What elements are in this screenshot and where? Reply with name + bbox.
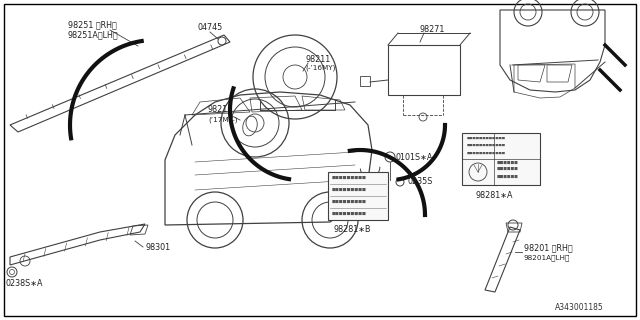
Text: ■■■■■■■■■■■■: ■■■■■■■■■■■■ (467, 136, 506, 140)
Text: ■■■■■■: ■■■■■■ (497, 167, 519, 171)
Text: 98281∗A: 98281∗A (476, 190, 513, 199)
Text: (-’16MY): (-’16MY) (305, 65, 335, 71)
Text: ■■■■■■■■■■■■: ■■■■■■■■■■■■ (467, 143, 506, 147)
Text: 98281∗B: 98281∗B (333, 226, 371, 235)
Text: 98301: 98301 (145, 243, 170, 252)
Text: ■■■■■■: ■■■■■■ (497, 175, 519, 179)
Text: ■■■■■■■■■■■■: ■■■■■■■■■■■■ (467, 151, 506, 155)
Text: 98271: 98271 (420, 26, 445, 35)
Text: 98251A〈LH〉: 98251A〈LH〉 (68, 30, 118, 39)
Polygon shape (328, 172, 388, 220)
Text: 98211: 98211 (208, 106, 233, 115)
Text: A343001185: A343001185 (555, 303, 604, 313)
Text: 0101S∗A: 0101S∗A (396, 153, 433, 162)
Text: ■■■■■■■■■: ■■■■■■■■■ (332, 200, 367, 204)
Polygon shape (462, 133, 540, 185)
Text: 0235S: 0235S (408, 178, 433, 187)
Text: ■■■■■■■■■: ■■■■■■■■■ (332, 188, 367, 192)
Text: 98201 〈RH〉: 98201 〈RH〉 (524, 244, 573, 252)
Text: ■■■■■■: ■■■■■■ (497, 161, 519, 165)
Text: 98201A〈LH〉: 98201A〈LH〉 (524, 255, 570, 261)
Text: 98211: 98211 (305, 55, 330, 65)
Text: 0238S∗A: 0238S∗A (6, 278, 44, 287)
Text: 04745: 04745 (198, 23, 223, 33)
Text: ■■■■■■■■■: ■■■■■■■■■ (332, 212, 367, 216)
Text: ■■■■■■■■■: ■■■■■■■■■ (332, 176, 367, 180)
Text: 98251 〈RH〉: 98251 〈RH〉 (68, 20, 116, 29)
Text: (’17MY-): (’17MY-) (208, 117, 237, 123)
